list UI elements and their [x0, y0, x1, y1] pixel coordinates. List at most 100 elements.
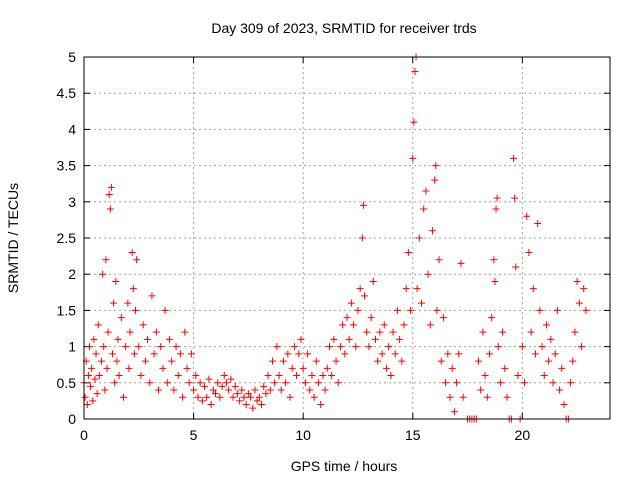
data-point — [317, 401, 325, 409]
data-point — [571, 328, 579, 336]
data-point — [538, 343, 546, 351]
data-point — [205, 375, 213, 383]
data-point — [181, 328, 189, 336]
data-point — [475, 357, 482, 365]
data-point — [135, 343, 143, 351]
data-point — [128, 248, 136, 256]
data-point — [334, 379, 342, 387]
data-point — [433, 306, 441, 314]
data-point — [455, 350, 463, 358]
data-point — [328, 372, 336, 380]
data-point — [582, 306, 590, 314]
data-point — [247, 393, 255, 401]
data-point — [354, 306, 362, 314]
data-point — [196, 379, 204, 387]
data-point — [238, 386, 246, 394]
data-point — [402, 285, 410, 293]
data-point — [499, 328, 507, 336]
data-point — [187, 350, 195, 358]
data-point — [413, 285, 421, 293]
data-point — [315, 379, 323, 387]
data-point — [102, 256, 110, 264]
data-point — [310, 393, 318, 401]
data-point — [87, 382, 95, 390]
data-point — [170, 386, 178, 394]
data-point — [297, 335, 305, 343]
data-point — [290, 343, 298, 351]
data-point — [165, 335, 173, 343]
data-point — [185, 379, 193, 387]
data-point — [569, 357, 577, 365]
y-tick-label: 2 — [68, 266, 76, 282]
data-point — [432, 162, 440, 170]
data-point — [152, 328, 160, 336]
data-point — [81, 393, 89, 401]
data-point — [523, 212, 531, 220]
data-point — [258, 401, 266, 409]
data-point — [431, 176, 439, 184]
data-point — [494, 343, 502, 351]
data-point — [159, 364, 167, 372]
data-point — [233, 390, 241, 398]
y-tick-label: 1.5 — [57, 302, 77, 318]
data-point — [442, 379, 450, 387]
data-point — [547, 335, 555, 343]
data-point — [273, 343, 281, 351]
data-point — [268, 357, 276, 365]
data-point — [410, 118, 418, 126]
data-point — [339, 321, 347, 329]
data-point — [220, 372, 228, 380]
data-point — [262, 390, 270, 398]
data-point — [518, 343, 526, 351]
data-point — [347, 299, 355, 307]
data-point — [112, 277, 120, 285]
data-point — [194, 393, 202, 401]
data-point — [424, 270, 432, 278]
data-point — [301, 379, 309, 387]
data-point — [249, 404, 257, 412]
data-point — [94, 321, 102, 329]
data-point — [132, 306, 140, 314]
data-point — [126, 328, 134, 336]
data-point — [553, 306, 561, 314]
data-point — [529, 285, 537, 293]
data-point — [400, 321, 408, 329]
data-point — [282, 379, 290, 387]
y-axis-label: SRMTID / TECUs — [5, 183, 21, 293]
data-point — [363, 328, 371, 336]
data-point — [84, 372, 92, 380]
data-point — [407, 306, 415, 314]
data-point — [93, 390, 101, 398]
data-point — [492, 205, 500, 213]
y-tick-label: 1 — [68, 339, 76, 355]
data-point — [580, 285, 588, 293]
data-point — [488, 314, 496, 322]
data-point — [113, 357, 121, 365]
plot-frame — [83, 56, 611, 420]
data-point — [284, 350, 292, 358]
data-point — [437, 357, 445, 365]
data-point — [323, 364, 331, 372]
data-point — [104, 328, 112, 336]
data-point — [172, 343, 180, 351]
data-point — [411, 67, 419, 75]
data-point — [129, 285, 137, 293]
data-point — [260, 382, 268, 390]
data-point — [148, 292, 156, 300]
data-point — [415, 234, 423, 242]
data-point — [448, 364, 456, 372]
data-point — [369, 277, 377, 285]
data-point — [114, 335, 122, 343]
data-point — [218, 382, 226, 390]
data-point — [308, 372, 316, 380]
data-point — [231, 382, 239, 390]
data-point — [409, 154, 417, 162]
data-point — [435, 256, 443, 264]
data-point — [115, 372, 123, 380]
data-point — [216, 393, 224, 401]
data-point — [542, 321, 550, 329]
data-point — [510, 154, 518, 162]
data-point — [332, 357, 340, 365]
data-point — [345, 335, 353, 343]
data-point — [179, 393, 187, 401]
